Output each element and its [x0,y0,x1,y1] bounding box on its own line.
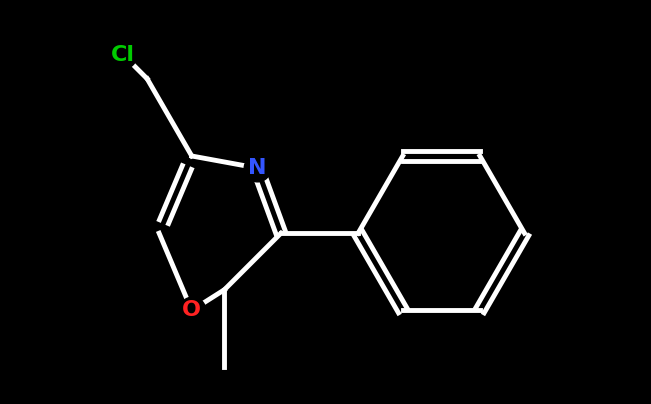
Text: O: O [182,301,201,320]
Text: N: N [248,158,266,178]
Text: Cl: Cl [111,45,135,65]
